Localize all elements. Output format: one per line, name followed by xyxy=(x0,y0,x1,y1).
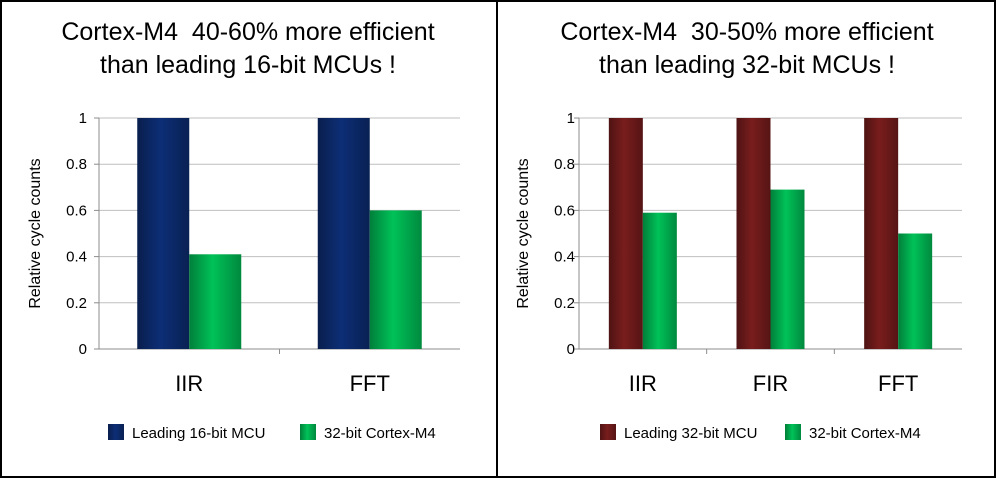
bar-leading-16-bit-mcu xyxy=(137,118,190,349)
x-category-label: FFT xyxy=(878,371,918,396)
y-axis-label: Relative cycle counts xyxy=(27,158,44,308)
bar-32-bit-cortex-m4 xyxy=(189,254,242,349)
y-tick-label: 0.4 xyxy=(554,249,575,266)
y-axis-label: Relative cycle counts xyxy=(515,158,532,308)
chart-title-line-1: Cortex-M4 40-60% more efficient xyxy=(61,18,435,46)
y-tick-label: 0.6 xyxy=(66,202,87,219)
x-category-label: FIR xyxy=(753,371,788,396)
x-category-label: IIR xyxy=(629,371,657,396)
y-tick-label: 1 xyxy=(79,110,87,127)
bar-leading-16-bit-mcu xyxy=(317,118,370,349)
y-tick-label: 0 xyxy=(567,341,575,358)
y-tick-label: 0.4 xyxy=(66,249,87,266)
legend-swatch xyxy=(600,424,616,440)
chart-panel-32bit: Cortex-M4 30-50% more efficient than lea… xyxy=(498,0,996,478)
chart-title-line-1: Cortex-M4 30-50% more efficient xyxy=(560,18,934,46)
bar-32-bit-cortex-m4 xyxy=(369,210,422,349)
panel-divider xyxy=(496,0,498,478)
chart-panel-16bit: Cortex-M4 40-60% more efficient than lea… xyxy=(0,0,496,478)
bar-leading-32-bit-mcu xyxy=(864,118,899,349)
bar-32-bit-cortex-m4 xyxy=(642,212,677,349)
y-tick-label: 0.2 xyxy=(554,295,575,312)
y-tick-label: 0.2 xyxy=(66,295,87,312)
bar-chart-32bit: 0 0.2 0.4 0.6 0.8 1 Relative cycle counts IIR FI… xyxy=(515,110,962,442)
bar-32-bit-cortex-m4 xyxy=(898,233,933,349)
y-tick-label: 0.8 xyxy=(554,156,575,173)
legend-label: Leading 32-bit MCU xyxy=(624,425,757,442)
y-tick-label: 0.8 xyxy=(66,156,87,173)
y-tick-label: 1 xyxy=(567,110,575,127)
legend-swatch xyxy=(785,424,801,440)
chart-title-line-2: than leading 16-bit MCUs ! xyxy=(100,51,396,79)
bar-32-bit-cortex-m4 xyxy=(770,189,805,349)
legend-label: 32-bit Cortex-M4 xyxy=(324,425,436,442)
legend-swatch xyxy=(300,424,316,440)
bar-chart-16bit: 0 0.2 0.4 0.6 0.8 1 Relative cycle counts IIR FF… xyxy=(27,110,460,442)
bar-leading-32-bit-mcu xyxy=(608,118,643,349)
legend-swatch xyxy=(108,424,124,440)
y-tick-label: 0.6 xyxy=(554,202,575,219)
y-tick-label: 0 xyxy=(79,341,87,358)
x-category-label: FFT xyxy=(350,371,390,396)
legend-label: 32-bit Cortex-M4 xyxy=(809,425,921,442)
chart-title: Cortex-M4 40-60% more efficient than lea… xyxy=(0,16,496,82)
chart-title: Cortex-M4 30-50% more efficient than lea… xyxy=(498,16,996,82)
chart-title-line-2: than leading 32-bit MCUs ! xyxy=(599,51,895,79)
legend-label: Leading 16-bit MCU xyxy=(132,425,265,442)
x-category-label: IIR xyxy=(175,371,203,396)
bar-leading-32-bit-mcu xyxy=(736,118,771,349)
